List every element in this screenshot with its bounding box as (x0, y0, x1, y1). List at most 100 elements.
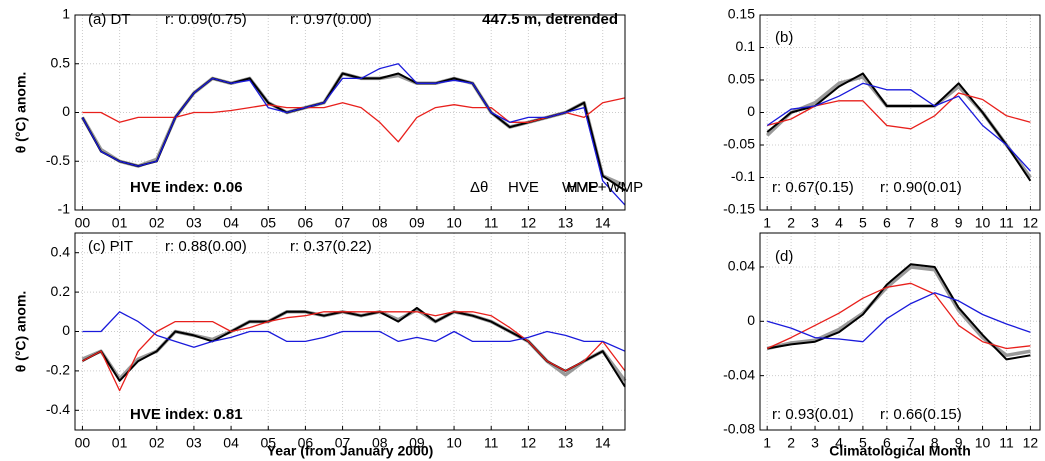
x-tick-label: 11 (484, 215, 499, 231)
y-tick-label: -0.04 (723, 366, 755, 382)
x-tick-label: 09 (409, 215, 425, 231)
y-tick-label: -0.5 (46, 152, 70, 168)
x-tick-label: 12 (521, 435, 537, 451)
x-tick-label: 12 (1023, 215, 1039, 231)
annotation: r: 0.88(0.00) (165, 238, 247, 255)
x-tick-label: 06 (298, 435, 314, 451)
x-tick-label: 02 (149, 215, 165, 231)
x-tick-label: 03 (186, 215, 202, 231)
annotation: r: 0.93(0.01) (772, 406, 854, 423)
y-tick-label: 0.05 (728, 71, 755, 87)
annotation: r: 0.90(0.01) (880, 179, 962, 196)
y-tick-label: -0.1 (731, 168, 755, 184)
annotation: r: 0.66(0.15) (880, 406, 962, 423)
annotation: r: 0.97(0.00) (290, 11, 372, 28)
x-tick-label: 13 (558, 435, 574, 451)
legend-entry: Δθ (470, 179, 488, 196)
x-tick-label: 2 (787, 435, 795, 451)
x-tick-label: 11 (484, 435, 499, 451)
annotation: HVE index: 0.81 (130, 406, 243, 423)
series-line (81, 308, 627, 382)
x-tick-label: 02 (149, 435, 165, 451)
x-tick-label: 04 (223, 215, 239, 231)
y-tick-label: 0.15 (728, 6, 755, 22)
series-line (766, 82, 1031, 172)
x-tick-label: 1 (763, 435, 771, 451)
x-tick-label: 6 (883, 215, 891, 231)
y-tick-label: 0.1 (736, 38, 756, 54)
series-line (82, 97, 626, 143)
plot-frame (759, 14, 1041, 211)
x-tick-label: 5 (859, 435, 867, 451)
x-tick-label: 00 (75, 215, 91, 231)
series-line (766, 265, 1031, 358)
x-tick-label: 00 (75, 435, 91, 451)
legend-entry: HVE+WMP (567, 179, 643, 196)
x-tick-label: 4 (835, 435, 843, 451)
x-tick-label: 3 (811, 435, 819, 451)
series-line (81, 306, 626, 388)
x-tick-label: 14 (595, 435, 611, 451)
x-tick-label: 05 (260, 435, 276, 451)
x-tick-label: 9 (955, 435, 963, 451)
x-tick-label: 14 (595, 215, 611, 231)
x-tick-label: 8 (931, 215, 939, 231)
y-tick-label: -0.2 (46, 362, 70, 378)
x-tick-label: 4 (835, 215, 843, 231)
y-axis-label: θ (°C) anom. (13, 72, 29, 154)
series-line (767, 292, 1031, 343)
plot-frame (74, 232, 626, 431)
y-tick-label: 1 (62, 6, 70, 22)
y-tick-label: 0 (747, 312, 755, 328)
y-tick-label: -0.08 (723, 421, 755, 437)
series-line (82, 311, 626, 392)
x-tick-label: 07 (335, 435, 351, 451)
x-tick-label: 07 (335, 215, 351, 231)
x-tick-label: 06 (298, 215, 314, 231)
x-tick-label: 9 (955, 215, 963, 231)
y-tick-label: -0.4 (46, 401, 70, 417)
x-tick-label: 04 (223, 435, 239, 451)
legend-entry: HVE (508, 179, 539, 196)
y-tick-label: 0.4 (51, 243, 71, 259)
x-tick-label: 09 (409, 435, 425, 451)
y-tick-label: 0.04 (728, 258, 755, 274)
series-line (80, 71, 626, 188)
y-tick-label: 0 (62, 322, 70, 338)
x-tick-label: 7 (907, 215, 915, 231)
y-tick-label: -1 (58, 201, 71, 217)
x-axis-label: Year (from January 2000) (267, 443, 434, 459)
x-tick-label: 12 (521, 215, 537, 231)
annotation: r: 0.67(0.15) (772, 179, 854, 196)
y-tick-label: -0.15 (723, 201, 755, 217)
series-line (767, 92, 1031, 130)
y-tick-label: 0 (62, 103, 70, 119)
x-tick-label: 10 (446, 435, 462, 451)
legend-entry: WMP (562, 179, 599, 196)
plot-frame (759, 232, 1041, 431)
x-tick-label: 08 (372, 435, 388, 451)
annotation: HVE index: 0.06 (130, 179, 243, 196)
annotation: (b) (775, 29, 793, 46)
x-tick-label: 01 (112, 215, 128, 231)
x-tick-label: 10 (446, 215, 462, 231)
y-axis-label: θ (°C) anom. (13, 291, 29, 373)
x-tick-label: 10 (975, 435, 991, 451)
x-tick-label: 12 (1023, 435, 1039, 451)
x-tick-label: 5 (859, 215, 867, 231)
x-axis-label: Climatological Month (829, 443, 971, 459)
x-tick-label: 08 (372, 215, 388, 231)
y-tick-label: 0.2 (51, 283, 71, 299)
annotation: (c) PIT (88, 238, 133, 255)
x-tick-label: 2 (787, 215, 795, 231)
y-tick-label: 0 (747, 103, 755, 119)
x-tick-label: 3 (811, 215, 819, 231)
series-line (82, 311, 626, 352)
series-line (766, 282, 1031, 350)
x-tick-label: 11 (999, 215, 1014, 231)
y-tick-label: 0.5 (51, 54, 71, 70)
annotation: r: 0.37(0.22) (290, 238, 372, 255)
x-tick-label: 10 (975, 215, 991, 231)
x-tick-label: 1 (763, 215, 771, 231)
